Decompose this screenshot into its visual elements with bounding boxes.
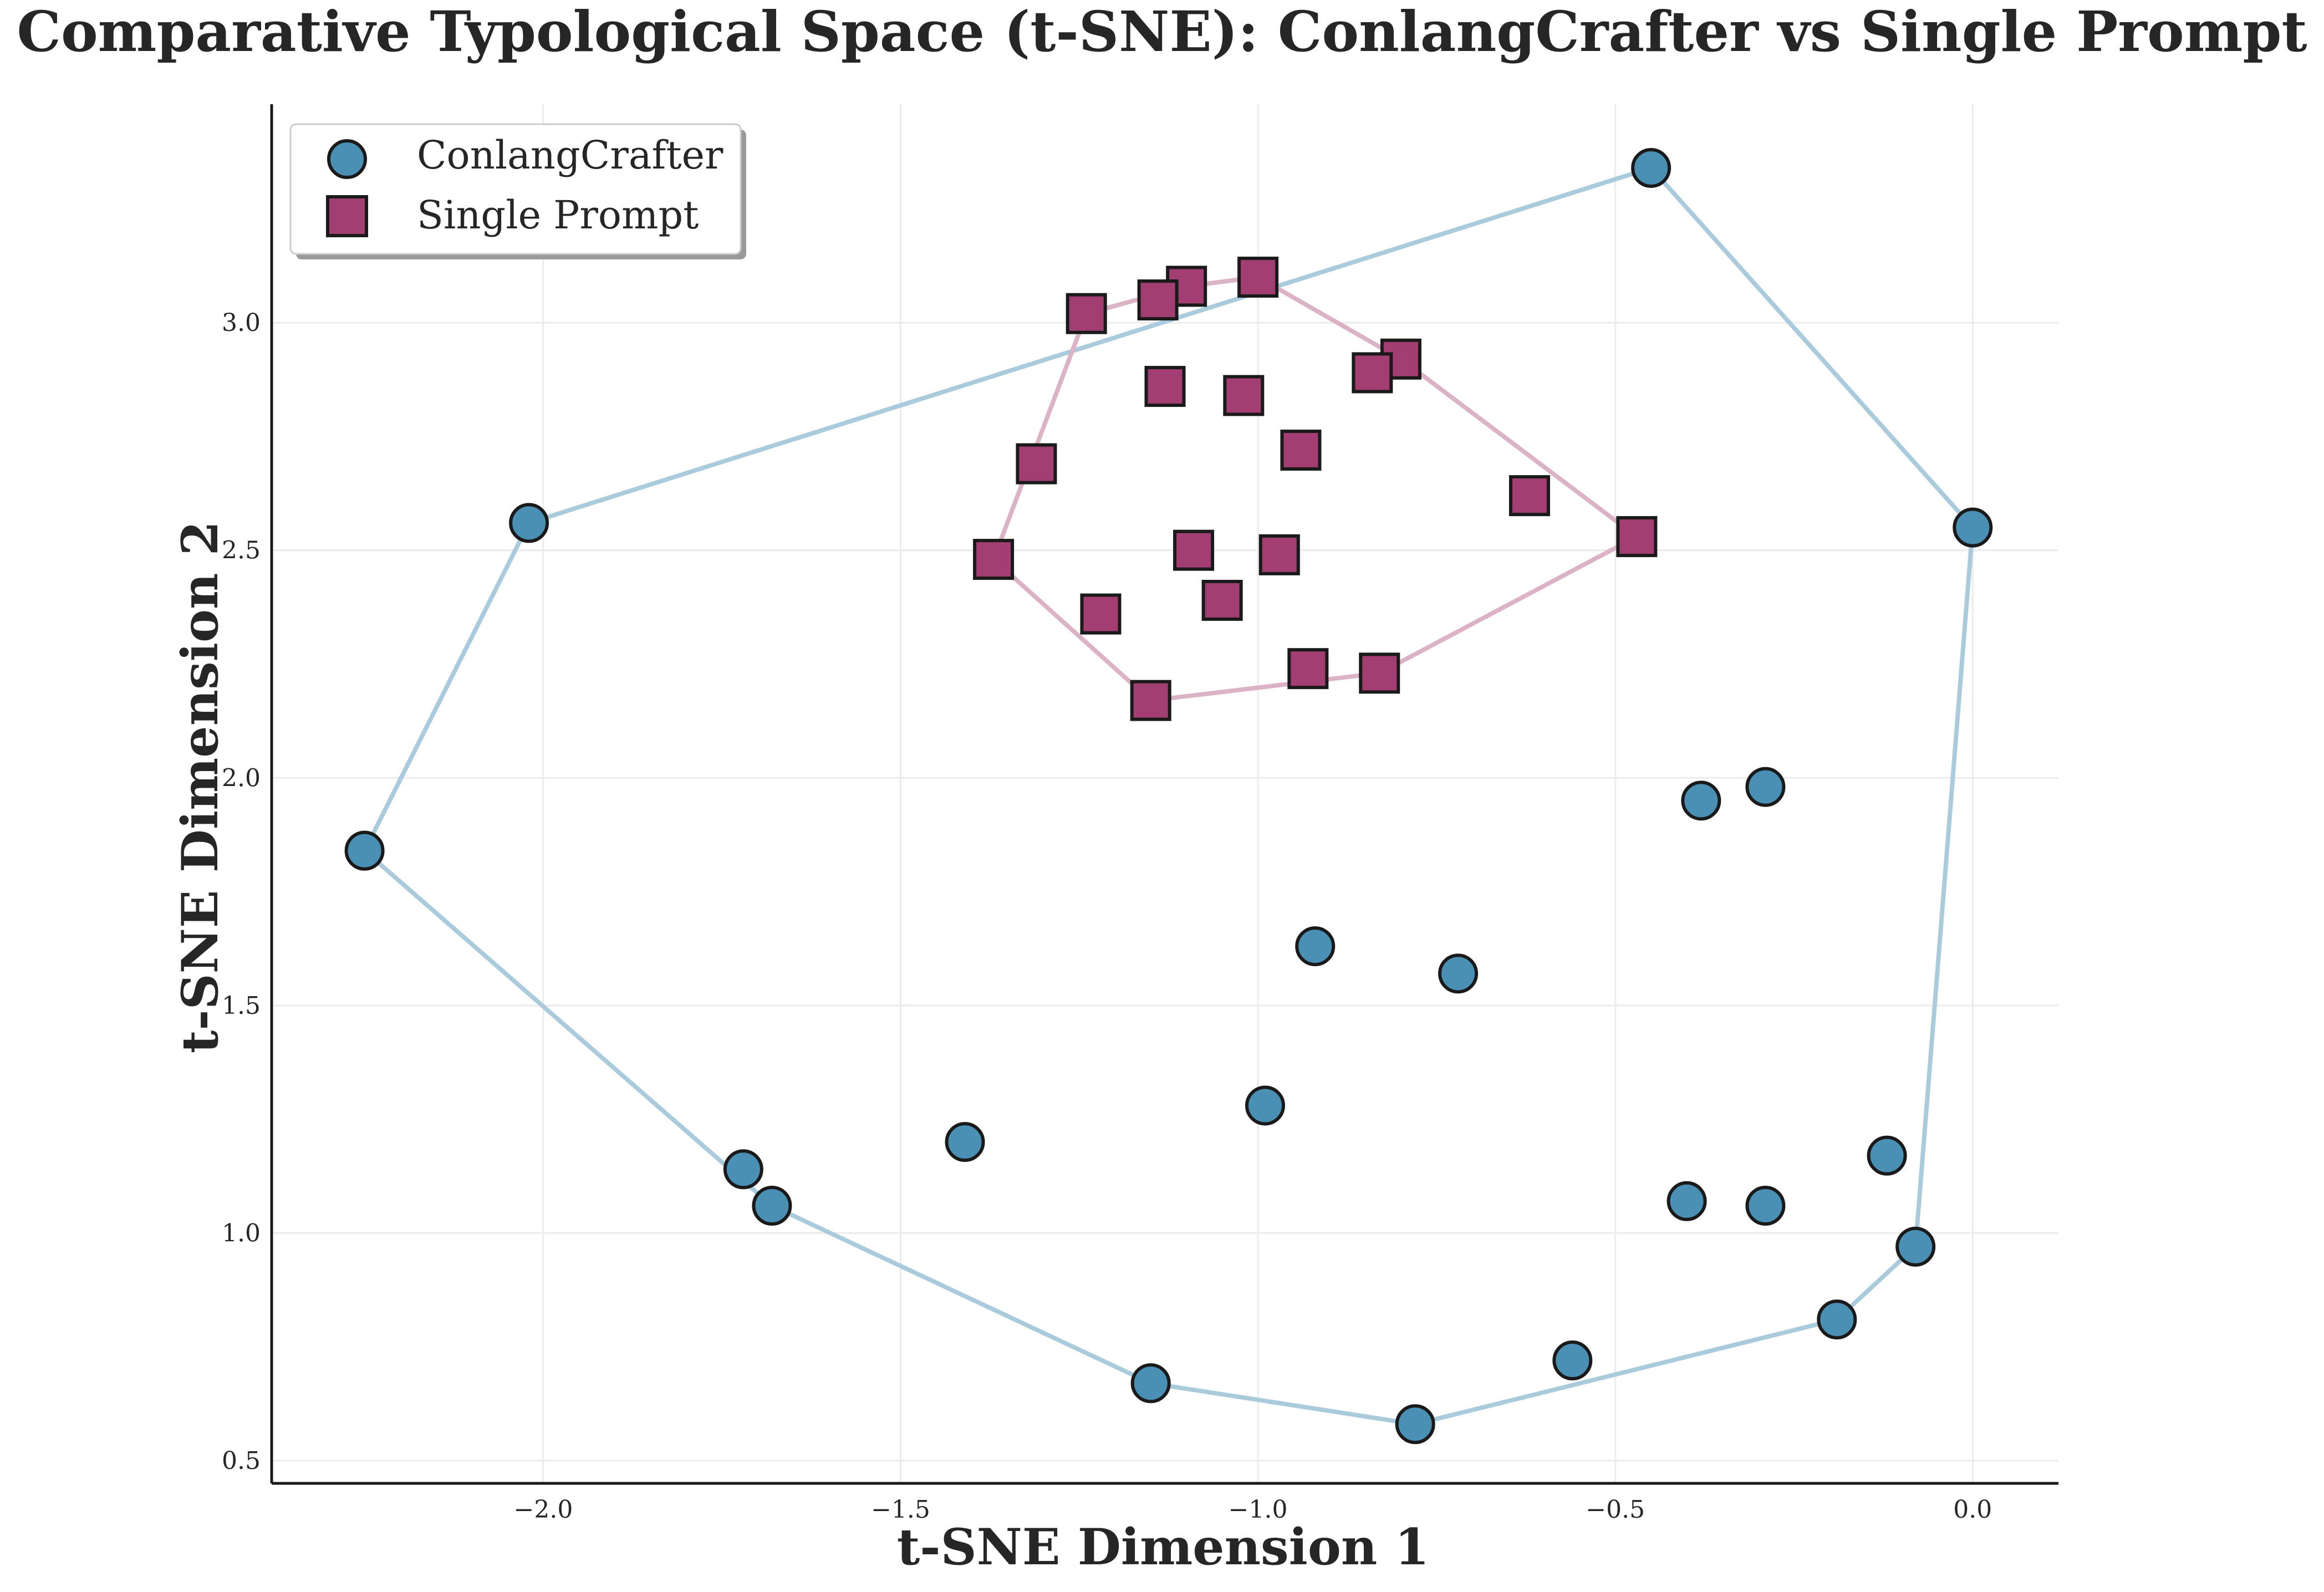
point-single-prompt-17 <box>1287 648 1329 690</box>
point-single-prompt-9 <box>1016 443 1057 484</box>
x-tick-label-2: −1.0 <box>1229 1496 1288 1524</box>
y-tick-label-2: 1.5 <box>222 992 261 1020</box>
point-conlangcrafter-2 <box>509 503 549 543</box>
x-tick-label-1: −1.5 <box>871 1496 930 1524</box>
point-conlangcrafter-14 <box>1745 1186 1786 1226</box>
point-single-prompt-2 <box>1137 279 1179 321</box>
point-single-prompt-3 <box>1066 293 1107 334</box>
point-conlangcrafter-3 <box>344 830 385 871</box>
point-conlangcrafter-5 <box>1745 767 1786 807</box>
point-single-prompt-11 <box>1616 516 1658 558</box>
point-single-prompt-14 <box>973 539 1015 580</box>
x-tick-label-3: −0.5 <box>1586 1496 1645 1524</box>
point-conlangcrafter-6 <box>1295 926 1336 967</box>
point-conlangcrafter-12 <box>1867 1135 1907 1176</box>
x-axis-label: t-SNE Dimension 1 <box>897 1518 1430 1576</box>
chart-title: Comparative Typological Space (t-SNE): C… <box>17 0 2307 64</box>
point-single-prompt-5 <box>1352 352 1393 394</box>
y-tick-label-3: 2.0 <box>222 764 261 792</box>
point-conlangcrafter-0 <box>1631 147 1671 188</box>
point-conlangcrafter-8 <box>1245 1085 1285 1126</box>
point-single-prompt-7 <box>1223 375 1265 416</box>
point-conlangcrafter-18 <box>1130 1363 1171 1404</box>
point-conlangcrafter-7 <box>1438 953 1479 994</box>
point-conlangcrafter-16 <box>1817 1299 1857 1340</box>
hull-conlangcrafter <box>362 165 1975 1427</box>
point-conlangcrafter-11 <box>752 1186 792 1226</box>
point-single-prompt-16 <box>1080 593 1122 635</box>
point-conlangcrafter-17 <box>1552 1340 1593 1381</box>
y-tick-label-1: 1.0 <box>222 1219 261 1247</box>
axes <box>270 104 2058 1485</box>
point-single-prompt-15 <box>1201 580 1243 621</box>
legend-marker-conlangcrafter <box>327 139 367 179</box>
point-conlangcrafter-13 <box>1666 1181 1707 1221</box>
point-single-prompt-18 <box>1359 652 1400 694</box>
point-conlangcrafter-9 <box>945 1122 985 1162</box>
y-tick-label-5: 3.0 <box>222 309 261 337</box>
legend-label-single-prompt: Single Prompt <box>417 192 699 238</box>
point-single-prompt-0 <box>1237 257 1279 298</box>
ticks: −2.0 −1.5 −1.0 −0.5 0.0 0.5 1.0 1.5 2.0 2.5 3.0 <box>222 309 1992 1524</box>
point-single-prompt-12 <box>1173 529 1215 571</box>
point-single-prompt-8 <box>1280 430 1322 471</box>
legend: ConlangCrafter Single Prompt <box>289 123 746 259</box>
legend-box <box>289 123 742 255</box>
point-conlangcrafter-4 <box>1681 780 1721 821</box>
point-single-prompt-10 <box>1508 475 1550 517</box>
point-conlangcrafter-1 <box>1953 507 1993 548</box>
point-conlangcrafter-15 <box>1895 1227 1936 1267</box>
y-tick-label-0: 0.5 <box>222 1447 261 1475</box>
y-tick-label-4: 2.5 <box>222 537 261 565</box>
point-conlangcrafter-19 <box>1395 1404 1435 1445</box>
point-single-prompt-13 <box>1258 534 1300 575</box>
point-single-prompt-19 <box>1130 680 1171 721</box>
points-layer <box>344 147 1993 1445</box>
point-conlangcrafter-10 <box>723 1149 763 1190</box>
y-axis-label: t-SNE Dimension 2 <box>171 521 230 1054</box>
legend-marker-single-prompt <box>326 195 368 237</box>
x-tick-label-0: −2.0 <box>513 1496 573 1524</box>
point-single-prompt-6 <box>1144 366 1186 407</box>
x-tick-label-4: 0.0 <box>1953 1496 1992 1524</box>
legend-label-conlangcrafter: ConlangCrafter <box>417 132 723 178</box>
